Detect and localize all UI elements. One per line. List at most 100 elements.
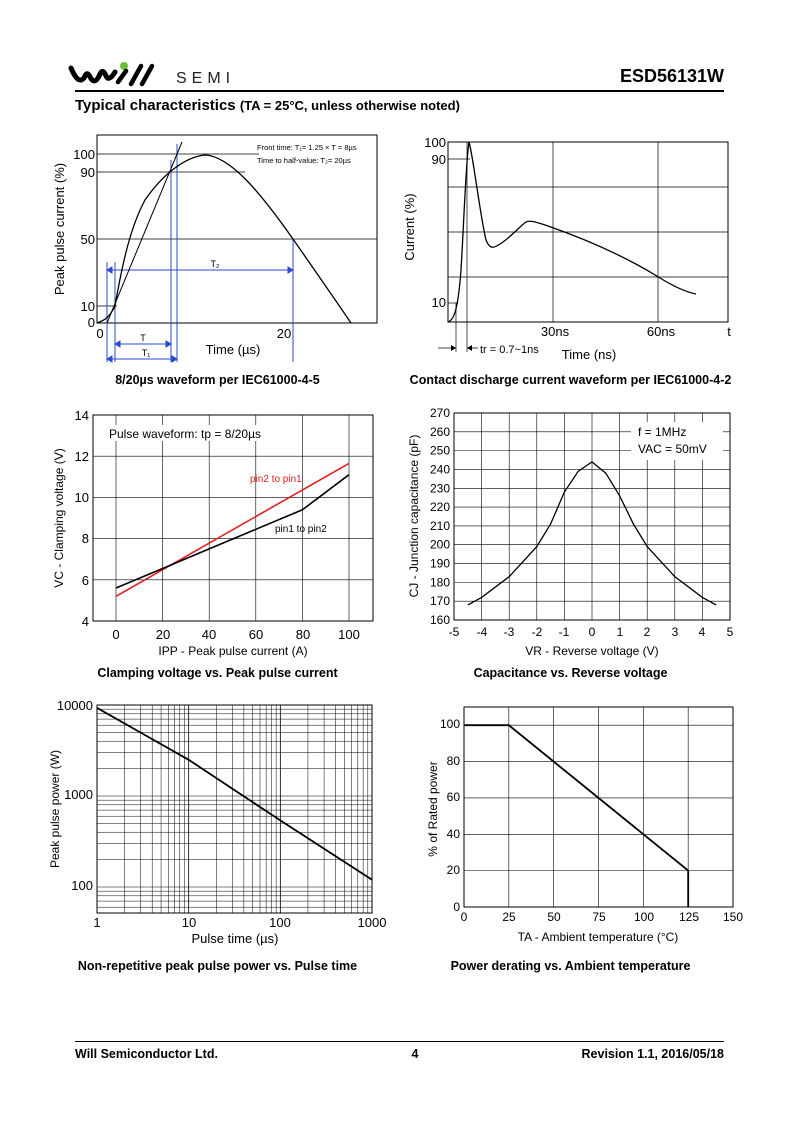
ytick-230: 230 bbox=[430, 481, 450, 495]
ytick-50: 50 bbox=[81, 232, 95, 247]
ytick-240: 240 bbox=[430, 462, 450, 476]
y-axis-label: Peak pulse power (W) bbox=[48, 750, 62, 868]
note-front-time: Front time: T₁= 1.25 × T = 8µs bbox=[257, 143, 357, 152]
x-axis-label: VR - Reverse voltage (V) bbox=[525, 644, 658, 658]
ytick-0: 0 bbox=[453, 900, 460, 914]
waveform-curve bbox=[96, 154, 352, 324]
xtick-m4: -4 bbox=[477, 625, 488, 639]
caption-chart6: Power derating vs. Ambient temperature bbox=[450, 959, 691, 973]
caption-chart4: Capacitance vs. Reverse voltage bbox=[473, 666, 668, 680]
ytick-60: 60 bbox=[447, 790, 461, 804]
ytick-1000: 1000 bbox=[64, 787, 93, 802]
y-axis-label: Peak pulse current (%) bbox=[52, 163, 67, 295]
xtick-75: 75 bbox=[592, 910, 606, 924]
xtick-60ns: 60ns bbox=[647, 324, 676, 339]
xtick-25: 25 bbox=[502, 910, 516, 924]
xtick-20: 20 bbox=[156, 627, 170, 642]
ytick-100: 100 bbox=[440, 717, 460, 731]
y-axis-label: VC - Clamping voltage (V) bbox=[52, 448, 66, 587]
ytick-12: 12 bbox=[75, 449, 89, 464]
ytick-10: 10 bbox=[75, 490, 89, 505]
logo-wordmark: SEMI bbox=[176, 70, 236, 87]
discharge-curve bbox=[447, 141, 697, 323]
xtick-50: 50 bbox=[547, 910, 561, 924]
ytick-10: 10 bbox=[81, 299, 95, 314]
t1-arrowheads bbox=[106, 355, 178, 363]
caption-chart5: Non-repetitive peak pulse power vs. Puls… bbox=[77, 959, 358, 973]
ytick-0: 0 bbox=[88, 315, 95, 330]
ytick-200: 200 bbox=[430, 538, 450, 552]
xtick-m1: -1 bbox=[559, 625, 570, 639]
footer-page-number: 4 bbox=[411, 1047, 419, 1061]
chart-peak-pulse-power: 1 10 100 1000 10000 1000 100 Pulse time … bbox=[48, 698, 387, 946]
ytick-100: 100 bbox=[73, 147, 95, 162]
xtick-80: 80 bbox=[296, 627, 310, 642]
ytick-6: 6 bbox=[82, 573, 89, 588]
xtick-0: 0 bbox=[589, 625, 596, 639]
xtick-10: 10 bbox=[182, 915, 196, 930]
rise-time-label: tr = 0.7~1ns bbox=[480, 344, 539, 356]
footer-rule bbox=[75, 1041, 724, 1042]
series-label-pin2-to-pin1: pin2 to pin1 bbox=[250, 474, 302, 485]
ytick-10: 10 bbox=[432, 295, 446, 310]
part-number: ESD56131W bbox=[619, 66, 724, 86]
t-arrowheads bbox=[114, 340, 172, 348]
x-axis-label: TA - Ambient temperature (°C) bbox=[518, 930, 679, 944]
caption-chart2: Contact discharge current waveform per I… bbox=[409, 373, 732, 387]
note-half-value: Time to half-value: T₂= 20µs bbox=[257, 156, 351, 165]
xtick-4: 4 bbox=[699, 625, 706, 639]
ytick-260: 260 bbox=[430, 425, 450, 439]
ytick-160: 160 bbox=[430, 613, 450, 627]
note-vac: VAC = 50mV bbox=[638, 442, 707, 456]
caption-chart3: Clamping voltage vs. Peak pulse current bbox=[97, 666, 338, 680]
ytick-270: 270 bbox=[430, 408, 450, 420]
ytick-14: 14 bbox=[75, 408, 89, 423]
chart-capacitance: -5 -4 -3 -2 -1 0 1 2 3 4 5 270 260 250 240 2… bbox=[407, 408, 734, 658]
chart-power-derating: 0 25 50 75 100 125 150 100 80 60 40 20 0… bbox=[426, 706, 743, 944]
x-axis-label: Time (ns) bbox=[562, 347, 616, 362]
xtick-2: 2 bbox=[644, 625, 651, 639]
xtick-100: 100 bbox=[269, 915, 291, 930]
ytick-170: 170 bbox=[430, 594, 450, 608]
note-frequency: f = 1MHz bbox=[638, 425, 686, 439]
xtick-m2: -2 bbox=[532, 625, 543, 639]
xtick-150: 150 bbox=[723, 910, 743, 924]
chart-8-20-waveform: 100 90 50 10 0 0 20 Time (µs) Peak pulse… bbox=[52, 134, 378, 363]
xtick-3: 3 bbox=[672, 625, 679, 639]
header-rule bbox=[75, 90, 724, 92]
ytick-40: 40 bbox=[447, 827, 461, 841]
ytick-100: 100 bbox=[424, 135, 446, 150]
xtick-1000: 1000 bbox=[358, 915, 387, 930]
section-title: Typical characteristics (TA = 25°C, unle… bbox=[75, 97, 460, 114]
ytick-80: 80 bbox=[447, 754, 461, 768]
pulse-waveform-note: Pulse waveform: tp = 8/20µs bbox=[109, 427, 261, 441]
company-logo bbox=[68, 58, 176, 88]
xtick-30ns: 30ns bbox=[541, 324, 570, 339]
t2-arrowheads bbox=[106, 266, 294, 274]
derating-curve bbox=[464, 724, 690, 907]
ytick-250: 250 bbox=[430, 444, 450, 458]
x-axis-label: Pulse time (µs) bbox=[192, 931, 279, 946]
label-T: T bbox=[140, 333, 146, 343]
series-label-pin1-to-pin2: pin1 to pin2 bbox=[275, 524, 327, 535]
series-line-pin1-to-pin2 bbox=[115, 474, 350, 589]
ytick-100: 100 bbox=[71, 878, 93, 893]
capacitance-curve bbox=[467, 461, 717, 606]
x-axis-label: Time (µs) bbox=[206, 342, 261, 357]
x-axis-label: IPP - Peak pulse current (A) bbox=[158, 644, 307, 658]
ytick-180: 180 bbox=[430, 575, 450, 589]
xtick-5: 5 bbox=[727, 625, 734, 639]
label-T1: T₁ bbox=[142, 348, 151, 358]
ytick-210: 210 bbox=[430, 519, 450, 533]
xtick-0: 0 bbox=[461, 910, 468, 924]
section-title-text: Typical characteristics bbox=[75, 97, 236, 114]
ytick-220: 220 bbox=[430, 500, 450, 514]
ytick-190: 190 bbox=[430, 557, 450, 571]
xtick-t: t bbox=[727, 324, 731, 339]
xtick-1: 1 bbox=[617, 625, 624, 639]
xtick-40: 40 bbox=[202, 627, 216, 642]
xtick-m3: -3 bbox=[504, 625, 515, 639]
footer-company: Will Semiconductor Ltd. bbox=[75, 1047, 218, 1061]
label-T2: T₂ bbox=[211, 259, 220, 269]
ytick-90: 90 bbox=[81, 165, 95, 180]
